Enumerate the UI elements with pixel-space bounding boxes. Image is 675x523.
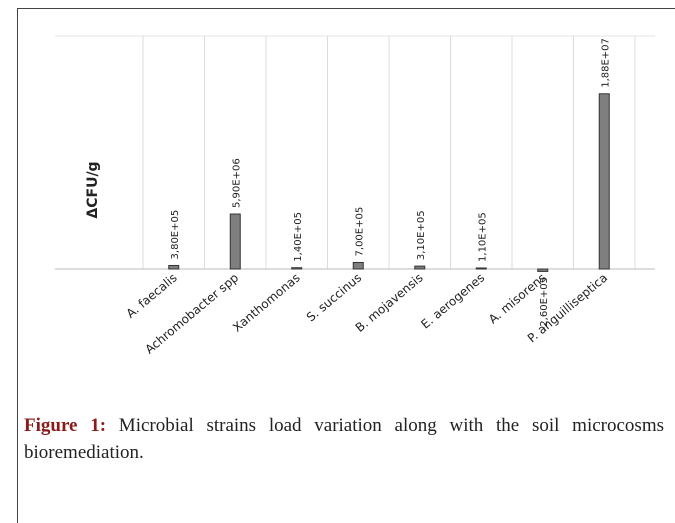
bar xyxy=(168,264,180,270)
figure-frame xyxy=(17,8,675,523)
x-tick-label: E. aerogenes xyxy=(418,271,487,332)
x-tick-label: B. mojavensis xyxy=(353,271,426,335)
y-axis-label: ΔCFU/g xyxy=(85,161,101,218)
value-label: 1,40E+05 xyxy=(293,212,304,262)
bar xyxy=(352,261,364,270)
x-tick-label: S. succinus xyxy=(304,271,364,325)
caption-text: Microbial strains load variation along w… xyxy=(24,415,664,463)
value-label: 3,80E+05 xyxy=(170,210,181,260)
bar xyxy=(414,265,426,270)
caption-label: Figure 1: xyxy=(24,415,107,436)
bar xyxy=(229,213,241,270)
value-label: 1,88E+07 xyxy=(600,38,611,88)
bar xyxy=(598,93,610,270)
bar xyxy=(475,267,487,270)
chart: ΔCFU/g 3,80E+05A. faecalis5,90E+06Achrom… xyxy=(55,35,655,357)
bar xyxy=(291,267,303,270)
x-tick-label: A. faecalis xyxy=(124,271,180,321)
value-label: -2,60E+05 xyxy=(539,277,550,330)
x-tick-label: Xanthomonas xyxy=(230,271,303,335)
caption: Figure 1: Microbial strains load variati… xyxy=(24,412,664,466)
value-label: 7,00E+05 xyxy=(354,207,365,257)
value-label: 5,90E+06 xyxy=(231,158,242,208)
value-label: 3,10E+05 xyxy=(416,210,427,260)
bar xyxy=(537,268,549,272)
value-label: 1,10E+05 xyxy=(477,212,488,262)
